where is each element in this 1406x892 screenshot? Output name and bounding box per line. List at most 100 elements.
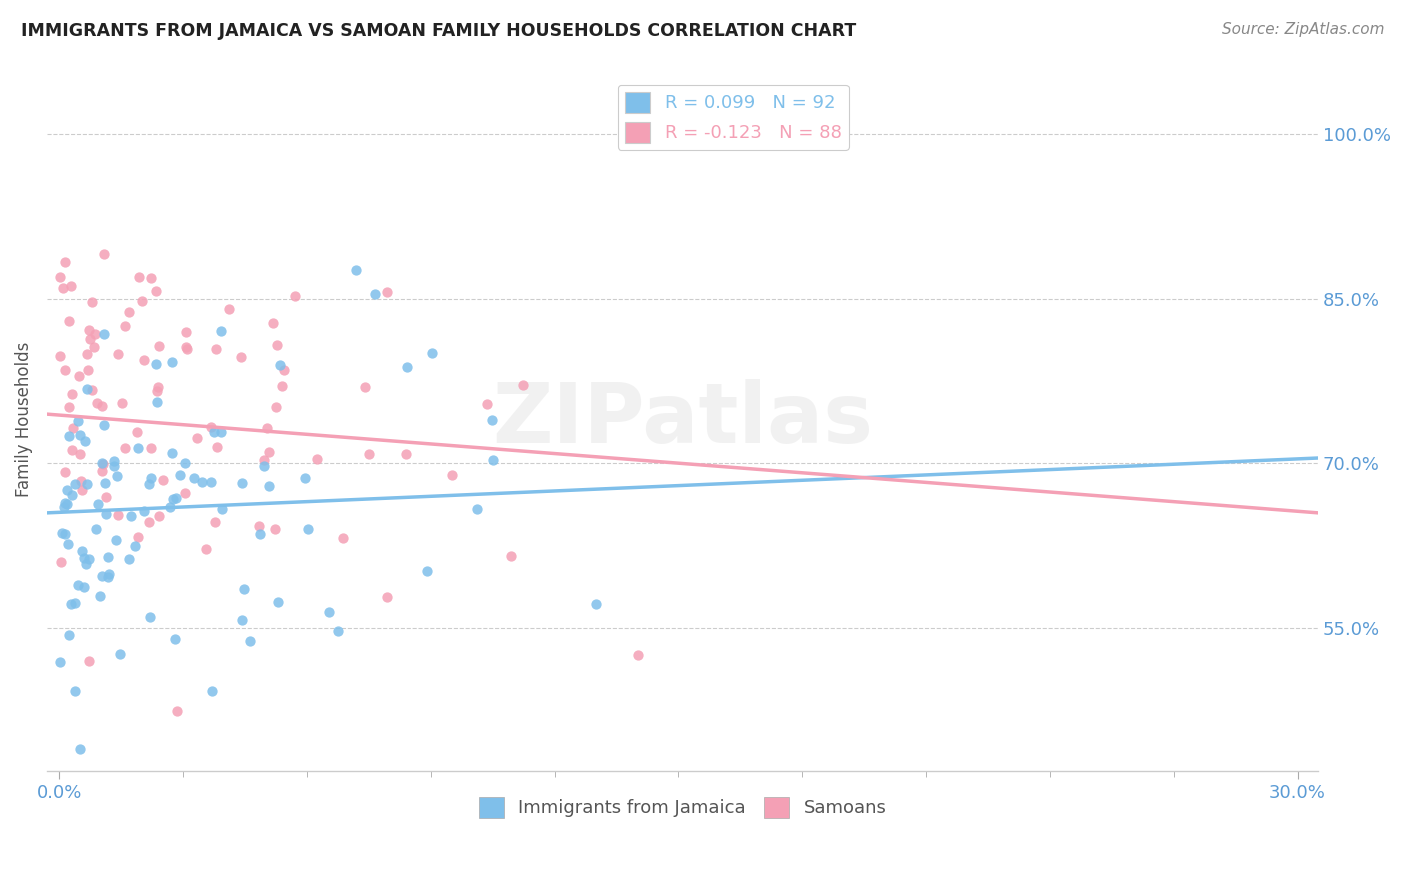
Point [103,454,125,468]
Point [141,271,163,285]
Point [318,605,340,619]
Point [162,491,184,506]
Point [148,339,170,353]
Text: ZIPatlas: ZIPatlas [492,379,873,460]
Legend: Immigrants from Jamaica, Samoans: Immigrants from Jamaica, Samoans [471,789,894,825]
Point [69,427,91,442]
Point [77,552,100,566]
Point [253,458,276,473]
Point [194,542,217,557]
Point [231,613,253,627]
Point [118,551,141,566]
Point [209,324,232,338]
Point [53,496,76,510]
Point [93,417,115,432]
Point [169,467,191,482]
Point [416,564,439,578]
Point [200,419,222,434]
Point [86,522,108,536]
Text: IMMIGRANTS FROM JAMAICA VS SAMOAN FAMILY HOUSEHOLDS CORRELATION CHART: IMMIGRANTS FROM JAMAICA VS SAMOAN FAMILY… [21,22,856,40]
Point [110,396,132,410]
Point [65,683,87,698]
Point [160,446,183,460]
Point [59,597,82,611]
Point [395,359,418,374]
Point [475,397,498,411]
Point [183,471,205,485]
Point [107,347,129,361]
Point [53,527,76,541]
Point [233,582,256,596]
Point [70,475,93,489]
Point [256,421,278,435]
Point [83,340,105,354]
Point [145,285,167,299]
Point [125,425,148,439]
Point [262,317,284,331]
Point [89,590,111,604]
Point [49,269,72,284]
Point [332,532,354,546]
Point [166,491,188,506]
Point [58,400,80,414]
Point [53,255,76,269]
Point [127,441,149,455]
Point [49,349,72,363]
Point [124,539,146,553]
Point [264,522,287,536]
Point [482,453,505,467]
Point [105,469,128,483]
Point [152,473,174,487]
Point [114,319,136,334]
Point [94,507,117,521]
Point [76,382,98,396]
Point [60,278,83,293]
Point [269,358,291,372]
Point [76,476,98,491]
Point [440,467,463,482]
Point [162,354,184,368]
Point [91,569,114,583]
Point [249,526,271,541]
Point [284,289,307,303]
Point [91,399,114,413]
Point [63,477,86,491]
Point [231,476,253,491]
Point [204,515,226,529]
Point [176,343,198,357]
Point [202,425,225,440]
Point [107,508,129,523]
Point [53,466,76,480]
Point [87,497,110,511]
Point [499,549,522,563]
Point [91,464,114,478]
Point [145,357,167,371]
Point [75,557,97,571]
Point [253,453,276,467]
Point [166,705,188,719]
Point [52,281,75,295]
Point [305,452,328,467]
Point [51,555,73,569]
Point [52,500,75,514]
Point [84,327,107,342]
Point [141,442,163,456]
Point [205,440,228,454]
Point [420,346,443,360]
Point [97,550,120,565]
Point [67,577,90,591]
Point [93,327,115,342]
Point [76,347,98,361]
Point [174,339,197,353]
Point [120,509,142,524]
Point [67,369,90,384]
Point [104,533,127,548]
Text: Source: ZipAtlas.com: Source: ZipAtlas.com [1222,22,1385,37]
Point [239,633,262,648]
Point [205,342,228,356]
Point [186,432,208,446]
Point [73,551,96,566]
Point [132,504,155,518]
Point [69,447,91,461]
Point [98,566,121,581]
